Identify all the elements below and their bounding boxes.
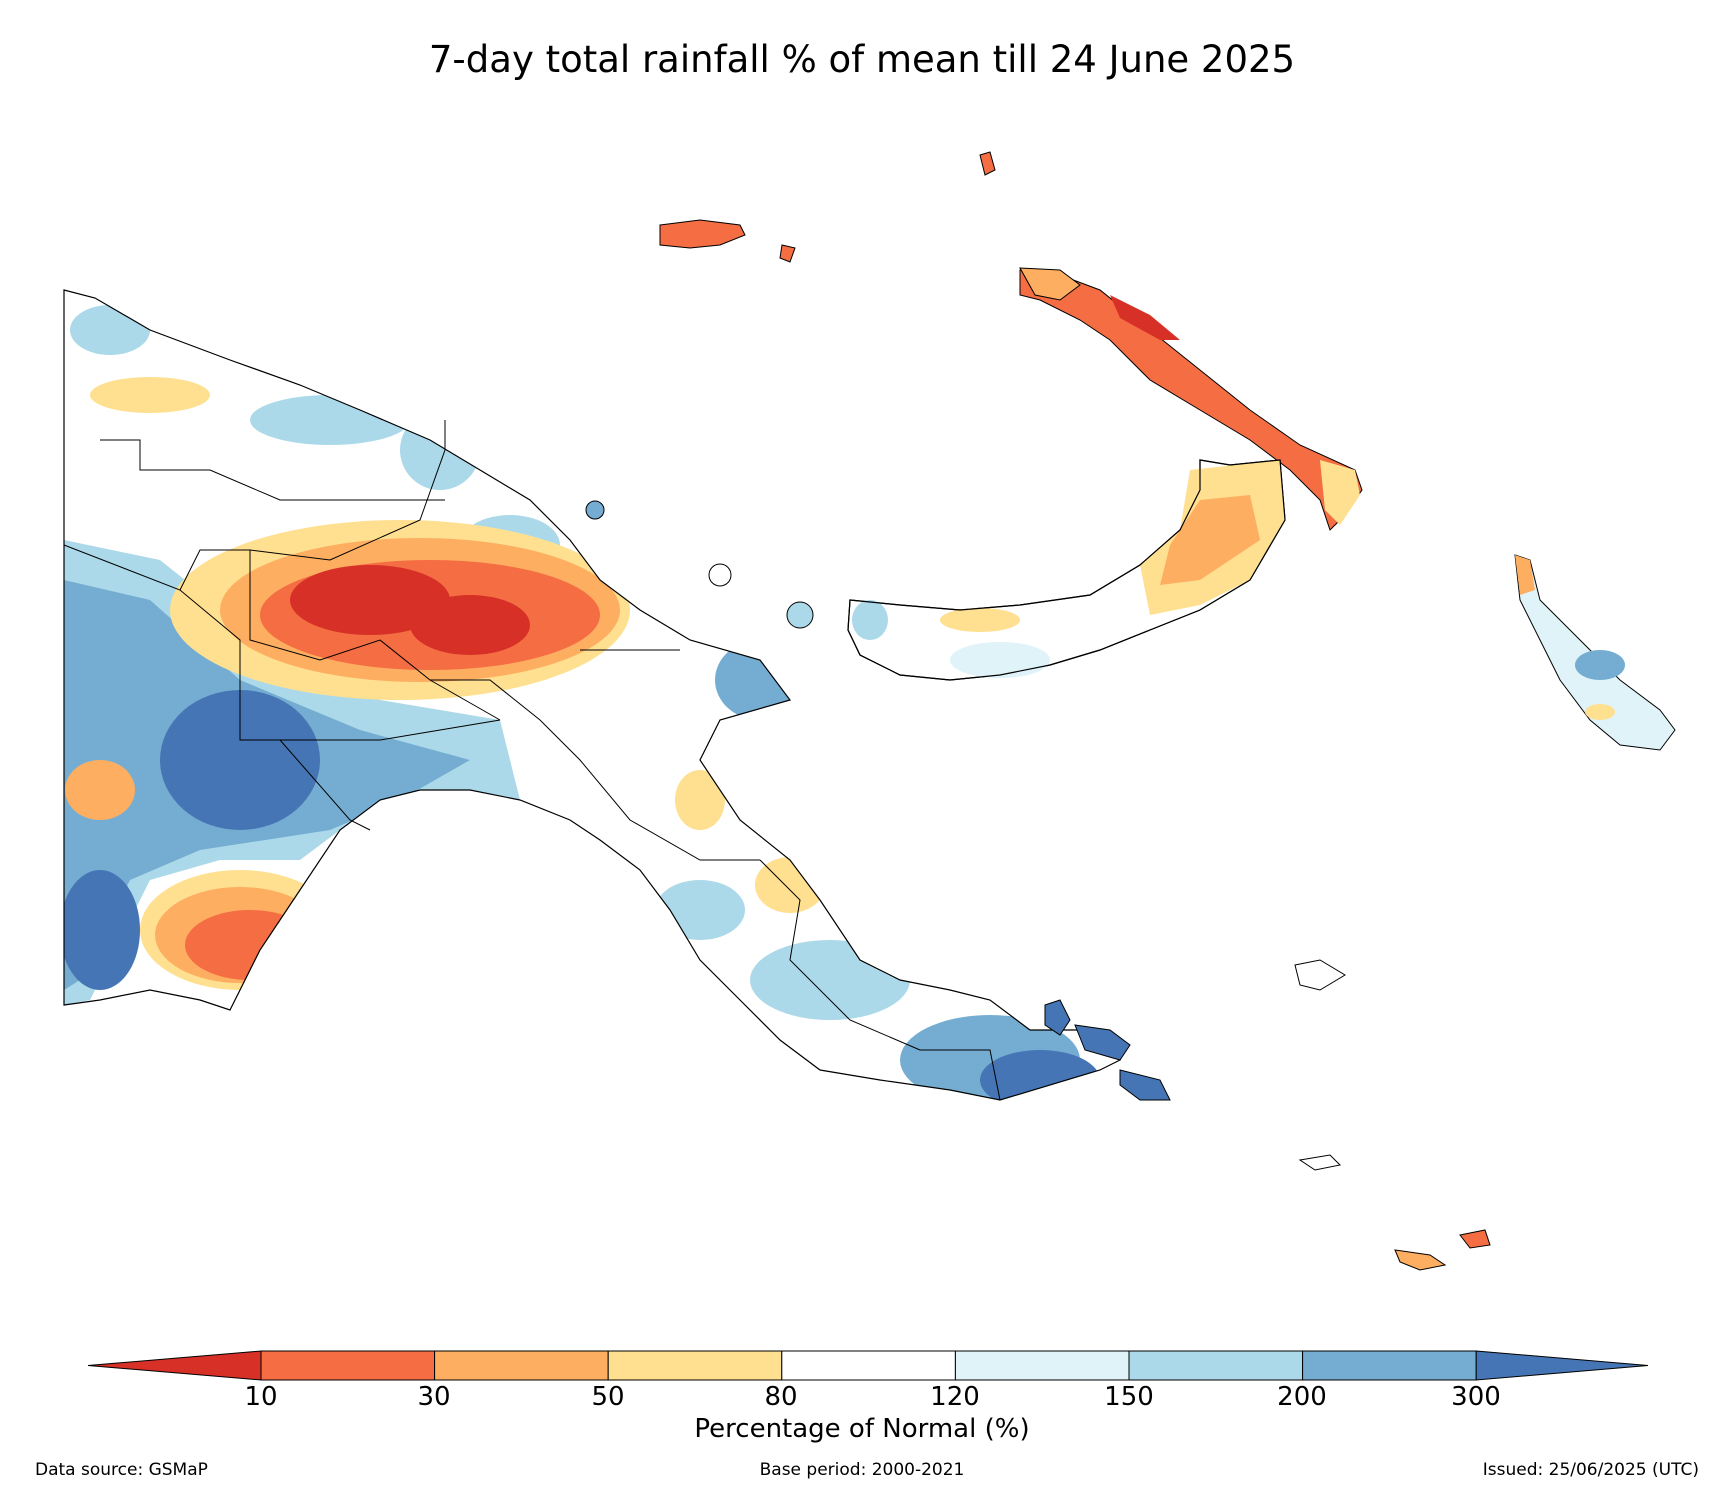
colorbar-tick-label: 10 [244, 1382, 278, 1412]
rossel-island [1394, 1249, 1447, 1271]
colorbar-tick-label: 150 [1104, 1382, 1154, 1412]
colorbar-tick-label: 30 [417, 1382, 451, 1412]
colorbar-bin [781, 1350, 956, 1381]
new-ireland [1019, 269, 1363, 531]
colorbar-tick-label: 120 [930, 1382, 980, 1412]
data-source-note: Data source: GSMaP [35, 1460, 208, 1480]
bougainville [1514, 554, 1676, 751]
colorbar-bin [607, 1350, 783, 1381]
colorbar [87, 1350, 1649, 1381]
colorbar-bin [260, 1350, 436, 1381]
goodenough-island [1044, 999, 1071, 1036]
map-title: 7-day total rainfall % of mean till 24 J… [428, 38, 1296, 81]
colorbar-title: Percentage of Normal (%) [694, 1414, 1030, 1444]
colorbar-tick-label: 200 [1277, 1382, 1327, 1412]
base-period-note: Base period: 2000-2021 [759, 1460, 965, 1480]
issued-date-note: Issued: 25/06/2025 (UTC) [1482, 1460, 1699, 1480]
manus-island [659, 219, 746, 249]
colorbar-bin [1128, 1350, 1304, 1381]
colorbar-bin [954, 1350, 1130, 1381]
colorbar-tick-label: 50 [591, 1382, 625, 1412]
colorbar-bin [434, 1350, 609, 1381]
colorbar-tick-label: 80 [764, 1382, 798, 1412]
colorbar-bin [1475, 1350, 1649, 1381]
colorbar-bin [1302, 1350, 1477, 1381]
rainfall-map [63, 151, 1676, 1271]
colorbar-bin [87, 1350, 262, 1381]
colorbar-tick-label: 300 [1451, 1382, 1501, 1412]
